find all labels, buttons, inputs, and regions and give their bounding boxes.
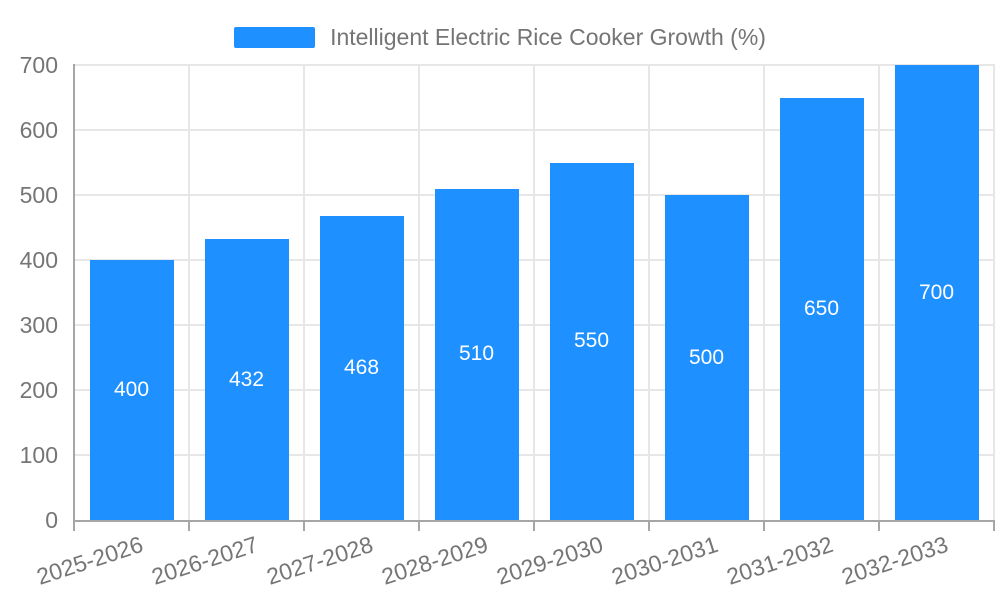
bar-value-label: 700 — [918, 280, 955, 304]
gridline-v — [878, 64, 880, 520]
bar[interactable] — [894, 65, 979, 520]
bar[interactable] — [319, 215, 404, 520]
gridline-v — [303, 64, 305, 520]
gridline-v — [188, 64, 190, 520]
y-axis-label: 0 — [45, 507, 58, 533]
bar-value-label: 510 — [458, 342, 495, 366]
x-axis-label: 2029-2030 — [492, 531, 606, 590]
bar[interactable] — [779, 97, 864, 520]
bar-value-label: 650 — [803, 296, 840, 320]
bar[interactable] — [204, 239, 289, 520]
gridline-v — [533, 64, 535, 520]
bar-value-label: 550 — [573, 329, 610, 353]
y-axis-label: 500 — [19, 182, 58, 208]
x-axis-label: 2030-2031 — [607, 531, 721, 590]
y-axis-label: 400 — [19, 247, 58, 273]
bar-value-label: 400 — [113, 378, 150, 401]
x-axis-label: 2028-2029 — [377, 531, 491, 590]
x-axis-label: 2027-2028 — [262, 531, 376, 590]
x-axis-tick — [73, 522, 75, 531]
x-axis-tick — [303, 522, 305, 531]
legend[interactable]: Intelligent Electric Rice Cooker Growth … — [0, 24, 1000, 50]
x-axis-tick — [763, 522, 765, 531]
bar[interactable] — [89, 260, 174, 520]
legend-label: Intelligent Electric Rice Cooker Growth … — [330, 23, 766, 50]
y-axis-label: 200 — [19, 377, 58, 403]
gridline-v — [993, 64, 995, 520]
legend-swatch — [234, 26, 316, 48]
x-axis-tick — [993, 522, 995, 531]
bar-value-label: 468 — [343, 355, 380, 379]
bar-value-label: 500 — [688, 345, 725, 369]
x-axis-tick — [418, 522, 420, 531]
gridline-v — [648, 64, 650, 520]
gridline-v — [418, 64, 420, 520]
bar[interactable] — [664, 195, 749, 520]
bar[interactable] — [549, 162, 634, 520]
x-axis-label: 2025-2026 — [32, 531, 146, 590]
y-axis-line — [73, 64, 75, 530]
x-axis-label: 2031-2032 — [722, 531, 836, 590]
x-axis-tick — [648, 522, 650, 531]
gridline-v — [763, 64, 765, 520]
x-axis-line — [73, 520, 995, 522]
x-axis-label: 2032-2033 — [837, 531, 951, 590]
x-axis-tick — [188, 522, 190, 531]
y-axis-label: 700 — [19, 52, 58, 78]
x-axis-label: 2026-2027 — [147, 531, 261, 590]
x-axis-tick — [533, 522, 535, 531]
y-axis-label: 100 — [19, 442, 58, 468]
x-axis-tick — [878, 522, 880, 531]
y-axis-label: 300 — [19, 312, 58, 338]
bar-value-label: 432 — [228, 367, 265, 391]
y-axis-label: 600 — [19, 117, 58, 143]
bar[interactable] — [434, 188, 519, 520]
